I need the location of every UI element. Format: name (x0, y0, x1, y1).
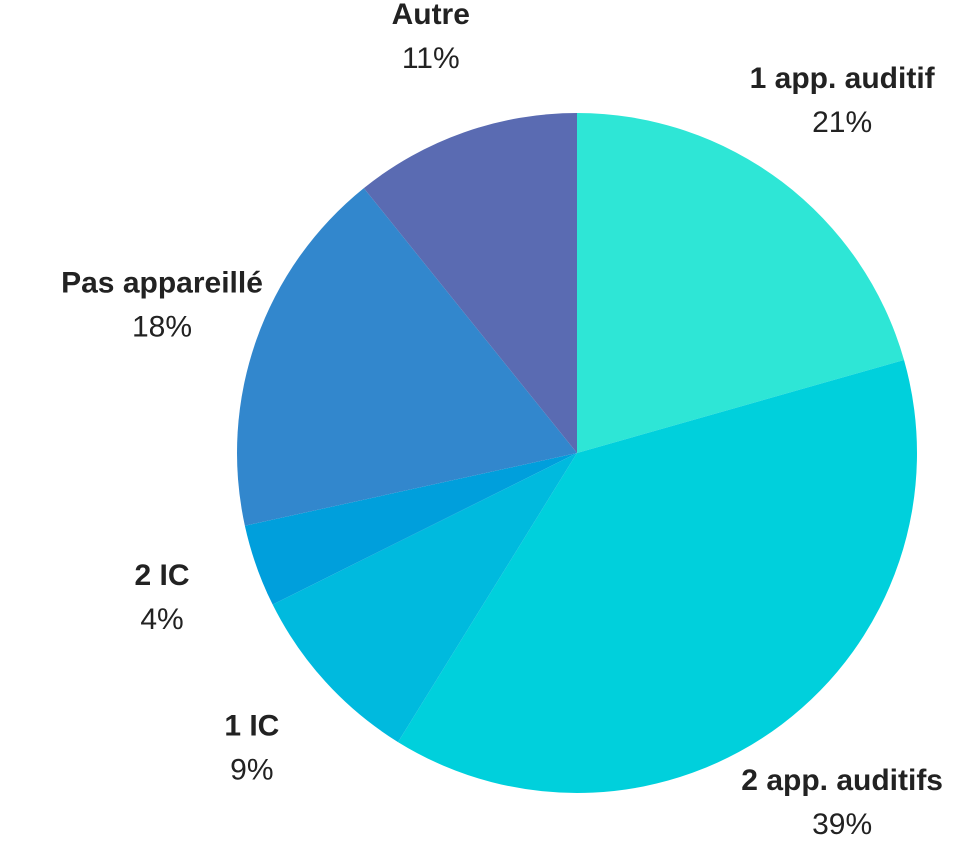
slice-value-label: 11% (402, 42, 460, 75)
pie-slice (577, 113, 905, 453)
pie-slice (398, 359, 917, 794)
slice-value-label: 18% (132, 311, 192, 344)
slice-value-label: 4% (140, 603, 183, 636)
slice-value-label: 9% (230, 753, 273, 786)
slice-value-label: 21% (812, 106, 872, 139)
slice-label: 1 app. auditif (750, 62, 936, 95)
slice-label: Pas appareillé (61, 267, 263, 300)
slice-label: 2 app. auditifs (741, 764, 943, 797)
slice-value-label: 39% (812, 808, 872, 841)
pie-slice (272, 453, 577, 743)
pie-slice (363, 113, 577, 453)
pie-slice (244, 453, 577, 605)
slice-label: 1 IC (224, 709, 279, 742)
slice-label: Autre (392, 0, 470, 31)
pie-slice (237, 188, 577, 526)
slice-label: 2 IC (134, 559, 189, 592)
